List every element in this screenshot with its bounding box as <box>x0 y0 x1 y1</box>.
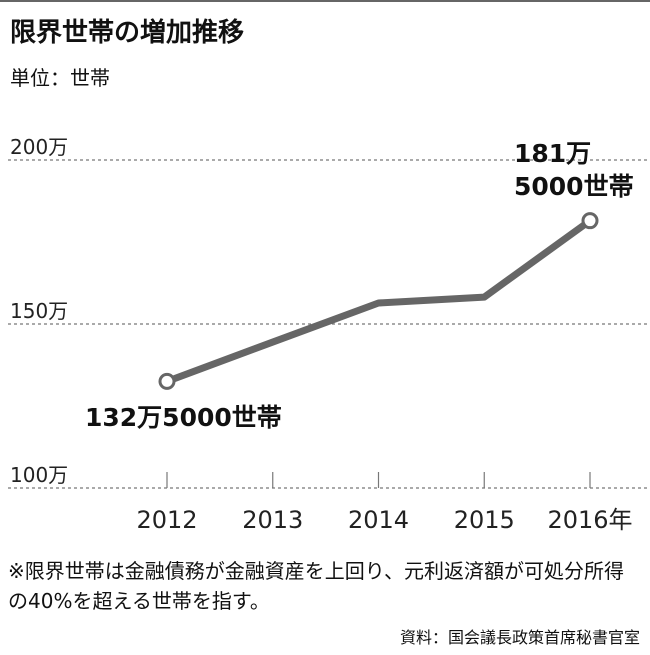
data-label: 132万5000世帯 <box>85 403 282 433</box>
x-tick-label: 2014 <box>348 506 409 534</box>
x-tick-label: 2013 <box>242 506 303 534</box>
source: 資料：国会議長政策首席秘書官室 <box>399 628 640 647</box>
x-tick-label: 2012 <box>136 506 197 534</box>
subtitle: 単位：世帯 <box>10 66 110 90</box>
x-tick-label: 2016年 <box>547 506 632 534</box>
data-label: 181万 5000世帯 <box>514 138 634 201</box>
x-tick-label: 2015 <box>454 506 515 534</box>
chart-title: 限界世帯の増加推移 <box>10 18 245 48</box>
data-point <box>158 372 176 390</box>
y-tick-label: 200万 <box>10 135 68 159</box>
data-line <box>165 217 593 385</box>
data-point <box>581 212 599 230</box>
note: ※限界世帯は金融債務が金融資産を上回り、元利返済額が可処分所得の40%を超える世… <box>8 559 624 613</box>
y-tick-label: 100万 <box>10 463 68 487</box>
y-tick-label: 150万 <box>10 299 68 323</box>
